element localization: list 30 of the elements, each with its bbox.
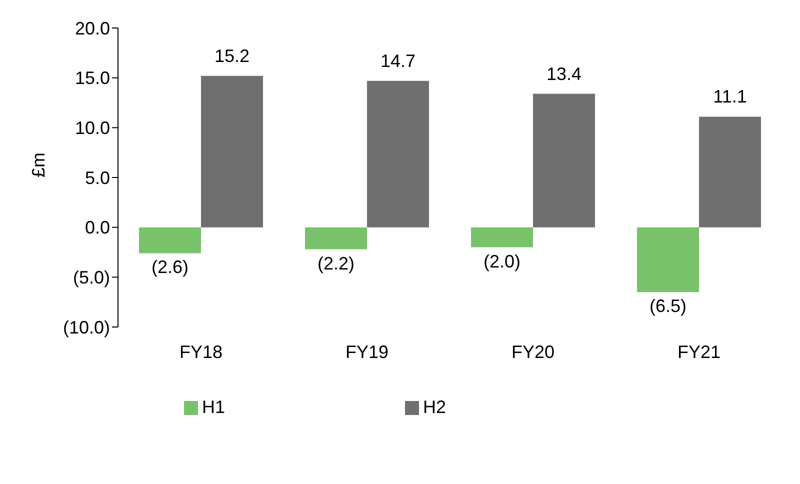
bar bbox=[139, 227, 201, 254]
bar bbox=[533, 94, 595, 228]
legend-label: H2 bbox=[423, 397, 446, 417]
legend-label: H1 bbox=[202, 397, 225, 417]
x-tick-label: FY18 bbox=[179, 342, 223, 362]
bar bbox=[699, 116, 761, 228]
data-label: 11.1 bbox=[713, 86, 747, 107]
y-tick-label: (5.0) bbox=[72, 268, 110, 288]
bar bbox=[305, 227, 367, 250]
data-label: (2.6) bbox=[151, 257, 189, 278]
y-axis-title: £m bbox=[28, 152, 48, 178]
y-tick-label: 15.0 bbox=[74, 68, 110, 88]
y-tick-label: (10.0) bbox=[62, 317, 110, 338]
x-tick-label: FY19 bbox=[345, 342, 389, 362]
y-tick-label: 5.0 bbox=[84, 168, 110, 188]
data-label: (2.0) bbox=[483, 251, 521, 272]
data-label: 15.2 bbox=[214, 46, 250, 66]
y-tick-label: 20.0 bbox=[74, 18, 110, 38]
data-label: (6.5) bbox=[649, 296, 687, 316]
bar bbox=[367, 80, 429, 228]
bar bbox=[471, 227, 533, 248]
data-label: (2.2) bbox=[317, 253, 355, 274]
x-tick-label: FY21 bbox=[677, 342, 721, 362]
data-label: 14.7 bbox=[380, 50, 416, 71]
x-tick-label: FY20 bbox=[511, 342, 555, 362]
y-tick-label: 0.0 bbox=[84, 218, 110, 238]
bar bbox=[201, 76, 263, 228]
y-tick-label: 10.0 bbox=[74, 118, 110, 138]
data-label: 13.4 bbox=[546, 64, 582, 84]
bar bbox=[637, 227, 699, 292]
